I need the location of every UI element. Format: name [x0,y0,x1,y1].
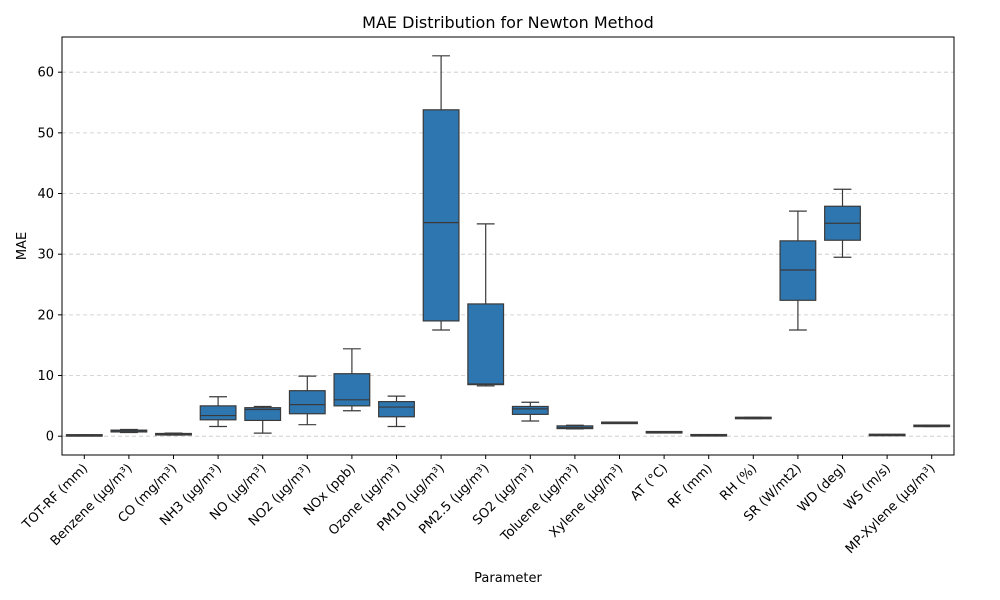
plot-frame [61,36,955,456]
iqr-box [511,405,549,415]
box-plot [244,405,282,434]
chart-title: MAE Distribution for Newton Method [362,13,654,32]
box-plot [467,223,505,387]
box-plot [779,210,817,331]
iqr-box [779,240,817,301]
box-plot [199,396,237,428]
iqr-box [333,373,371,407]
box-plot [110,428,148,434]
box-plot [556,424,594,430]
box-plot [155,432,192,436]
box-plot [333,348,371,412]
iqr-box [378,401,415,418]
y-axis-label: MAE [15,232,30,260]
box-plot [824,188,861,258]
y-axis: 0 10 20 30 40 50 60 [37,66,62,445]
box-plot [645,430,683,434]
box-plot [913,424,951,428]
iqr-box [288,390,326,415]
iqr-box [467,303,505,386]
y-tick-label: 50 [37,126,54,141]
box-plot [288,375,326,426]
box-plot [378,395,415,428]
iqr-box [244,407,282,422]
y-tick-label: 30 [37,248,54,263]
box-plot [868,433,906,437]
iqr-box [422,109,460,322]
box-plot [511,401,549,422]
iqr-box [199,405,237,421]
y-tick-label: 0 [46,430,54,445]
box-plot [734,416,772,420]
y-tick-label: 40 [37,187,54,202]
box-plot [690,433,728,437]
box-plot [65,434,103,437]
x-axis-label: Parameter [474,571,542,586]
y-tick-label: 10 [37,369,54,384]
y-tick-label: 60 [37,66,54,81]
box-plot [422,55,460,331]
y-tick-label: 20 [37,308,54,323]
box-layer [65,55,951,437]
box-plot [601,421,638,425]
